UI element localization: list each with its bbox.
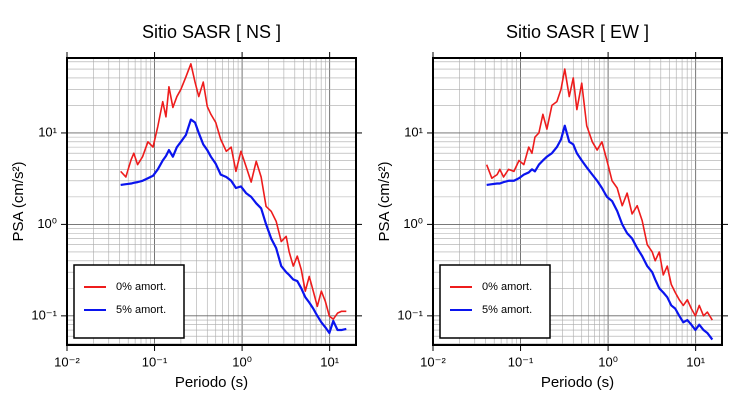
y-axis-label: PSA (cm/s²) — [10, 161, 27, 241]
legend: 0% amort. 5% amort. — [73, 264, 185, 339]
legend-label: 5% amort. — [482, 304, 532, 316]
legend-box — [73, 264, 185, 339]
y-axis-label: PSA (cm/s²) — [376, 161, 393, 241]
data-line — [120, 118, 347, 335]
legend-label: 0% amort. — [482, 281, 532, 293]
y-tick-label: 10⁰ — [37, 216, 57, 231]
legend: 0% amort. 5% amort. — [439, 264, 551, 339]
data-line — [120, 63, 347, 320]
x-axis-label: Periodo (s) — [175, 374, 248, 391]
y-tick-label: 10¹ — [38, 124, 57, 139]
y-tick-label: 10⁻¹ — [397, 307, 423, 322]
x-tick-label: 10⁻² — [420, 354, 446, 369]
x-tick-label: 10¹ — [686, 354, 705, 369]
y-tick-label: 10¹ — [404, 124, 423, 139]
legend-label: 5% amort. — [116, 304, 166, 316]
x-tick-label: 10¹ — [320, 354, 339, 369]
x-tick-label: 10⁻¹ — [142, 354, 168, 369]
legend-box — [439, 264, 551, 339]
x-tick-label: 10⁻² — [54, 354, 80, 369]
x-tick-label: 10⁰ — [232, 354, 252, 369]
plot-frame — [432, 57, 723, 346]
x-axis-label: Periodo (s) — [541, 374, 614, 391]
chart-title: Sitio SASR [ EW ] — [506, 22, 649, 42]
y-tick-label: 10⁰ — [403, 216, 423, 231]
y-tick-label: 10⁻¹ — [31, 307, 57, 322]
legend-label: 0% amort. — [116, 281, 166, 293]
plot-frame — [66, 57, 357, 346]
chart-title: Sitio SASR [ NS ] — [142, 22, 281, 42]
data-line — [486, 124, 714, 341]
data-line — [485, 68, 713, 321]
x-tick-label: 10⁻¹ — [508, 354, 534, 369]
x-tick-label: 10⁰ — [598, 354, 618, 369]
